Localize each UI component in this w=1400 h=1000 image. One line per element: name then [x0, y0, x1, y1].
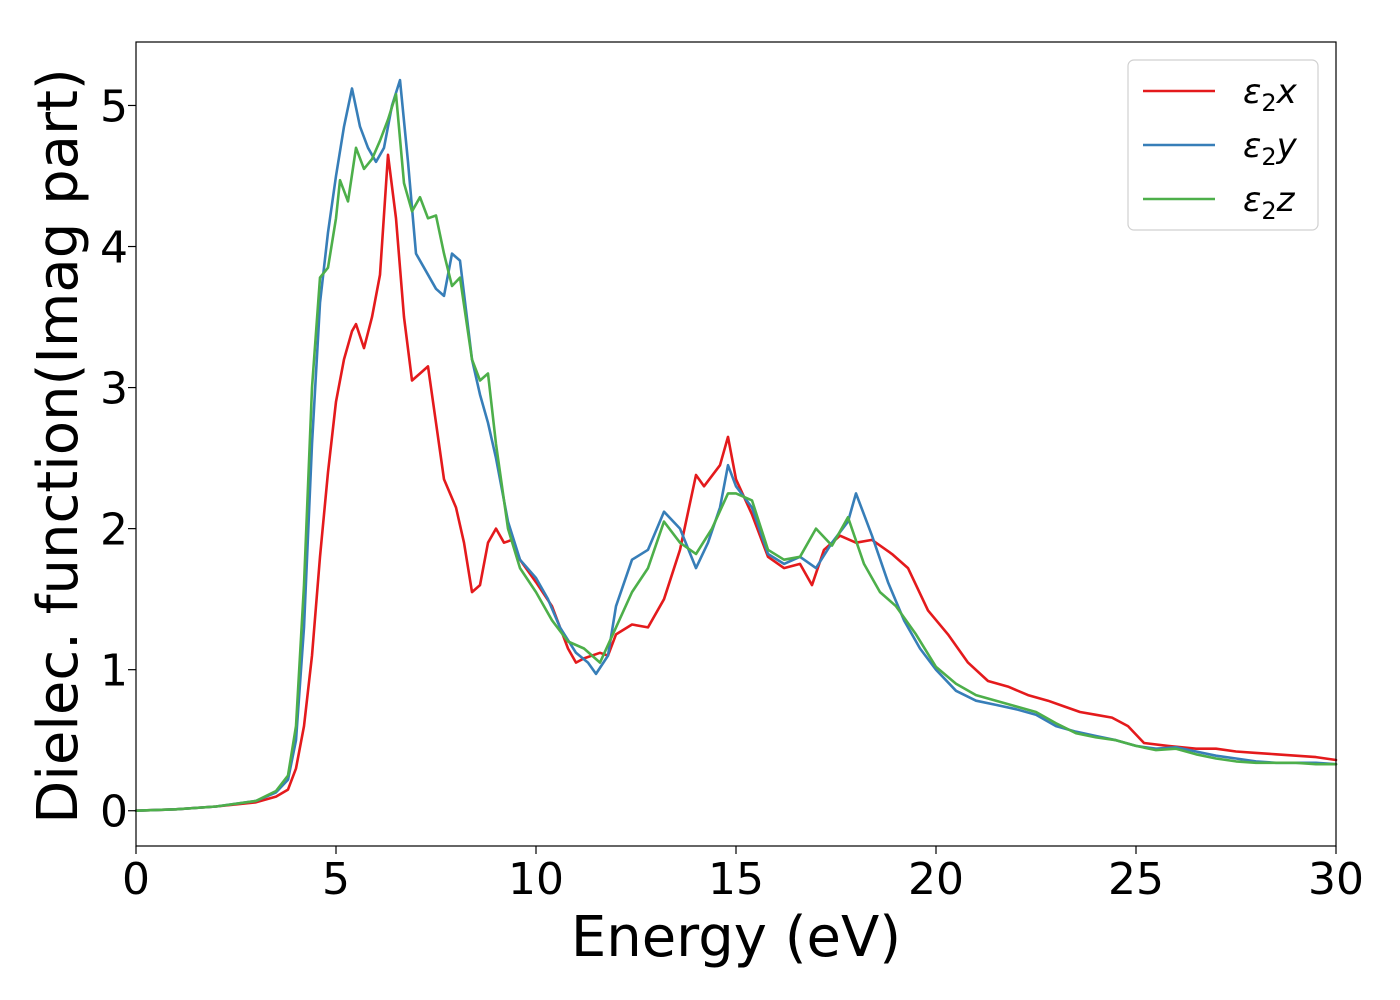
y-tick-label: 2: [100, 505, 128, 556]
series-layer: [134, 78, 1338, 813]
x-tick-label: 30: [1308, 854, 1364, 905]
legend-label-y: ε2y: [1243, 126, 1298, 171]
y-tick-label: 4: [100, 223, 128, 274]
legend: ε2x ε2y ε2z: [1127, 59, 1319, 231]
y-tick-label: 1: [100, 646, 128, 697]
legend-label-z: ε2z: [1243, 180, 1296, 225]
y-tick-label: 0: [100, 787, 128, 838]
y-axis-title: Dielec. function(Imag part): [26, 68, 91, 824]
y-tick-label: 5: [100, 81, 128, 132]
legend-box: [1127, 59, 1319, 231]
legend-label-x: ε2x: [1243, 72, 1298, 117]
x-tick-label: 20: [908, 854, 964, 905]
x-tick-label: 25: [1108, 854, 1164, 905]
x-axis-title: Energy (eV): [571, 905, 901, 970]
x-axis-ticks: 0 5 10 15 20 25 30: [122, 846, 1364, 905]
series-line-z: [134, 92, 1338, 813]
x-tick-label: 0: [122, 854, 150, 905]
x-tick-label: 5: [322, 854, 350, 905]
y-axis-ticks: 0 1 2 3 4 5: [100, 81, 136, 838]
y-tick-label: 3: [100, 364, 128, 415]
x-tick-label: 15: [708, 854, 764, 905]
x-tick-label: 10: [508, 854, 564, 905]
series-line-x: [134, 153, 1338, 813]
